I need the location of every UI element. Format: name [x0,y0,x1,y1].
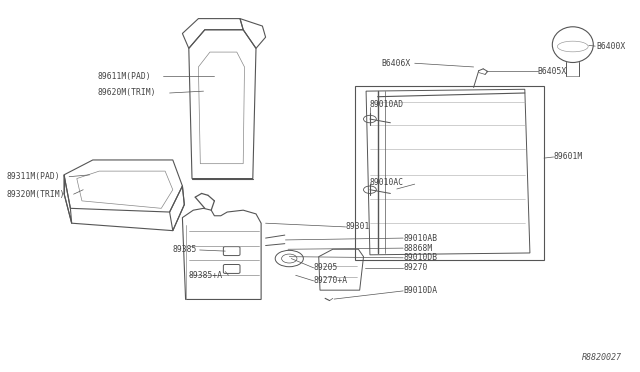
Text: 89601M: 89601M [554,153,583,161]
Text: 89205: 89205 [314,263,338,272]
Text: 89270: 89270 [403,263,428,272]
Text: 89010AC: 89010AC [370,178,404,187]
Text: 89010AB: 89010AB [403,234,437,243]
Text: B6400X: B6400X [596,42,626,51]
Text: B6406X: B6406X [381,59,411,68]
Text: B9010DA: B9010DA [403,286,437,295]
Text: 89270+A: 89270+A [314,276,348,285]
Text: 89301: 89301 [346,222,370,231]
Text: 89010DB: 89010DB [403,253,437,262]
Text: 89385+A: 89385+A [189,271,223,280]
Text: 89620M(TRIM): 89620M(TRIM) [97,89,156,97]
Text: 89010AD: 89010AD [370,100,404,109]
Text: R8820027: R8820027 [582,353,621,362]
Text: 88868M: 88868M [403,244,433,253]
Text: 89311M(PAD): 89311M(PAD) [6,172,60,181]
Text: 89320M(TRIM): 89320M(TRIM) [6,190,65,199]
Bar [355,86,544,260]
Text: 89611M(PAD): 89611M(PAD) [97,72,151,81]
Text: B6405X: B6405X [538,67,567,76]
Text: 89385: 89385 [173,246,197,254]
